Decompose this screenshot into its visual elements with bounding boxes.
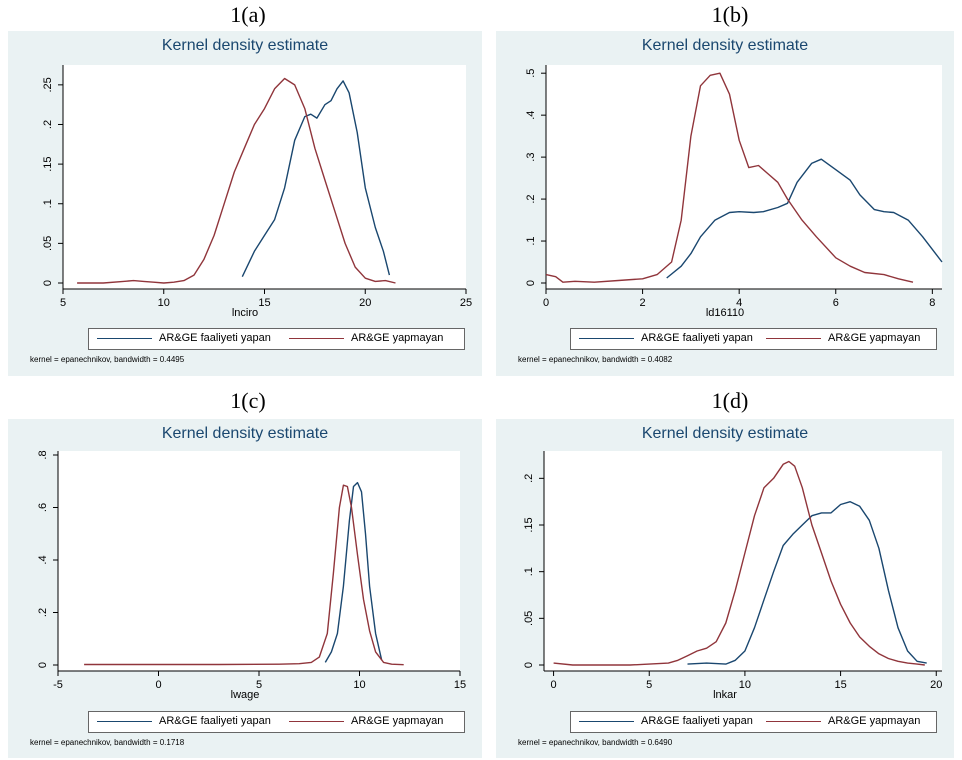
chart-panel-b: 0 .1 .2 .3 .4 .5 0 2 4 6 8 Kernel density estimate… — [496, 31, 954, 376]
y-tick-label: .5 — [525, 69, 537, 78]
y-tick-label: .2 — [42, 120, 54, 129]
x-tick-label: 10 — [739, 679, 751, 691]
legend-label: AR&GE faaliyeti yapan — [159, 715, 271, 727]
y-tick-label: 0 — [525, 280, 537, 286]
y-tick-label: .2 — [525, 194, 537, 203]
x-tick-label: 4 — [736, 297, 742, 309]
chart-panel-c: 0 .2 .4 .6 .8 -5 0 5 10 15 Kernel density estimat… — [8, 419, 482, 758]
legend-swatch-red — [289, 721, 344, 722]
series-line-1 — [324, 481, 383, 663]
chart-title: Kernel density estimate — [161, 37, 329, 54]
y-tick-label: .1 — [42, 199, 54, 208]
y-tick-label: .4 — [525, 111, 537, 120]
legend: AR&GE faaliyeti yapan AR&GE yapmayan — [88, 711, 465, 733]
legend-label: AR&GE faaliyeti yapan — [641, 332, 753, 344]
x-tick-label: 0 — [543, 297, 549, 309]
x-tick-label: 0 — [551, 679, 557, 691]
y-tick-label: .15 — [42, 156, 54, 171]
y-tick-label: 0 — [523, 662, 535, 668]
kernel-note: kernel = epanechnikov, bandwidth = 0.449… — [30, 355, 185, 364]
y-tick-label: .15 — [523, 517, 535, 532]
x-tick-label: 15 — [834, 679, 846, 691]
legend: AR&GE faaliyeti yapan AR&GE yapmayan — [88, 328, 465, 350]
legend-swatch-red — [289, 338, 344, 339]
legend-label: AR&GE yapmayan — [351, 332, 444, 344]
panel-caption: 1(a) — [230, 2, 266, 27]
legend-swatch-blue — [97, 338, 152, 339]
x-tick-label: 6 — [833, 297, 839, 309]
kernel-note: kernel = epanechnikov, bandwidth = 0.649… — [518, 738, 673, 747]
y-tick-label: .2 — [523, 474, 535, 483]
x-tick-label: 15 — [258, 297, 270, 309]
chart-panel-a: 0 .05 .1 .15 .2 .25 5 10 15 20 25 Kernel density e… — [8, 31, 482, 376]
x-axis-label: lnciro — [231, 307, 259, 319]
legend-swatch-blue — [579, 338, 634, 339]
x-tick-label: 10 — [353, 679, 365, 691]
y-tick-label: .2 — [37, 608, 49, 617]
y-tick-label: 0 — [37, 662, 49, 668]
y-tick-label: .1 — [525, 236, 537, 245]
y-tick-label: .05 — [42, 236, 54, 251]
y-tick-label: .05 — [523, 611, 535, 626]
y-tick-label: .25 — [42, 77, 54, 92]
x-tick-label: 2 — [640, 297, 646, 309]
legend-label: AR&GE faaliyeti yapan — [641, 715, 753, 727]
x-tick-label: 0 — [155, 679, 161, 691]
panel-caption: 1(b) — [711, 2, 749, 27]
x-axis-label: lnkar — [713, 689, 737, 701]
chart-panel-d: 0 .05 .1 .15 .2 0 5 10 15 20 Kernel density estim… — [496, 419, 954, 758]
legend-label: AR&GE yapmayan — [828, 715, 921, 727]
plot-svg: 0 .2 .4 .6 .8 -5 0 5 10 15 — [37, 450, 466, 691]
x-tick-label: 25 — [460, 297, 472, 309]
plot-svg: 0 .05 .1 .15 .2 .25 5 10 15 20 25 — [42, 65, 472, 309]
plot-area — [63, 65, 466, 289]
series-line-2 — [545, 72, 914, 283]
y-tick-label: .3 — [525, 153, 537, 162]
x-tick-label: 20 — [930, 679, 942, 691]
legend-swatch-blue — [579, 721, 634, 722]
legend-swatch-blue — [97, 721, 152, 722]
legend-label: AR&GE yapmayan — [351, 715, 444, 727]
plot-svg: 0 .05 .1 .15 .2 0 5 10 15 20 — [523, 451, 942, 691]
y-tick-label: .4 — [37, 555, 49, 564]
legend: AR&GE faaliyeti yapan AR&GE yapmayan — [570, 711, 937, 733]
series-line-2 — [77, 77, 396, 284]
plot-svg: 0 .1 .2 .3 .4 .5 0 2 4 6 8 — [525, 65, 943, 309]
x-tick-label: 15 — [454, 679, 466, 691]
legend-swatch-red — [766, 721, 821, 722]
chart-title: Kernel density estimate — [641, 425, 809, 442]
x-tick-label: 10 — [158, 297, 170, 309]
plot-area — [58, 451, 460, 671]
series-line-2 — [84, 484, 404, 666]
y-tick-label: .8 — [37, 450, 49, 459]
y-tick-label: 0 — [42, 280, 54, 286]
kernel-note: kernel = epanechnikov, bandwidth = 0.171… — [30, 738, 185, 747]
chart-title: Kernel density estimate — [641, 37, 809, 54]
legend-label: AR&GE faaliyeti yapan — [159, 332, 271, 344]
y-tick-label: .6 — [37, 503, 49, 512]
x-tick-label: 5 — [646, 679, 652, 691]
series-line-1 — [666, 158, 943, 279]
x-tick-label: -5 — [53, 679, 63, 691]
plot-area — [546, 65, 942, 289]
chart-title: Kernel density estimate — [161, 425, 329, 442]
x-axis-label: ld16110 — [705, 307, 745, 319]
series-line-1 — [687, 500, 927, 665]
x-tick-label: 5 — [256, 679, 262, 691]
panel-caption: 1(d) — [711, 388, 749, 413]
x-tick-label: 20 — [359, 297, 371, 309]
x-tick-label: 8 — [929, 297, 935, 309]
kernel-note: kernel = epanechnikov, bandwidth = 0.408… — [518, 355, 673, 364]
legend: AR&GE faaliyeti yapan AR&GE yapmayan — [570, 328, 937, 350]
series-line-2 — [553, 460, 925, 666]
legend-label: AR&GE yapmayan — [828, 332, 921, 344]
x-tick-label: 5 — [60, 297, 66, 309]
legend-swatch-red — [766, 338, 821, 339]
series-line-1 — [241, 80, 391, 278]
panel-caption: 1(c) — [230, 388, 266, 413]
x-axis-label: lwage — [230, 689, 260, 701]
y-tick-label: .1 — [523, 567, 535, 576]
